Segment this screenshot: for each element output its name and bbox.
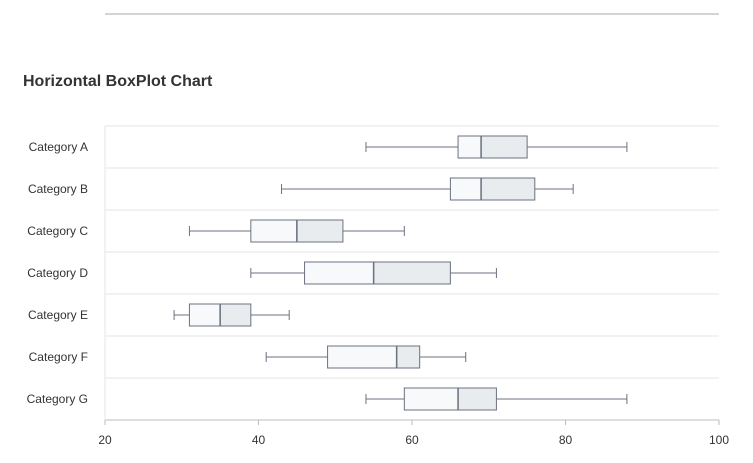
category-label: Category D (27, 266, 88, 280)
category-label: Category G (27, 392, 88, 406)
box-lower (304, 261, 375, 285)
box-lower (327, 345, 398, 369)
x-tick-label: 40 (252, 433, 266, 447)
x-tick-label: 60 (405, 433, 419, 447)
box-lower (250, 219, 298, 243)
box-upper (219, 303, 252, 327)
category-label: Category A (29, 140, 88, 154)
x-tick-label: 20 (98, 433, 112, 447)
category-label: Category E (28, 308, 88, 322)
category-label: Category F (29, 350, 88, 364)
box-lower (457, 135, 482, 159)
box-upper (296, 219, 344, 243)
box-upper (480, 135, 528, 159)
x-tick-label: 80 (559, 433, 573, 447)
x-tick-label: 100 (709, 433, 729, 447)
box-lower (188, 303, 221, 327)
box-upper (480, 177, 536, 201)
box-upper (373, 261, 451, 285)
box-lower (403, 387, 459, 411)
chart-title: Horizontal BoxPlot Chart (23, 73, 213, 90)
box-upper (396, 345, 421, 369)
category-label: Category C (27, 224, 88, 238)
category-label: Category B (28, 182, 88, 196)
top-divider (105, 13, 719, 15)
box-upper (457, 387, 497, 411)
box-lower (449, 177, 482, 201)
